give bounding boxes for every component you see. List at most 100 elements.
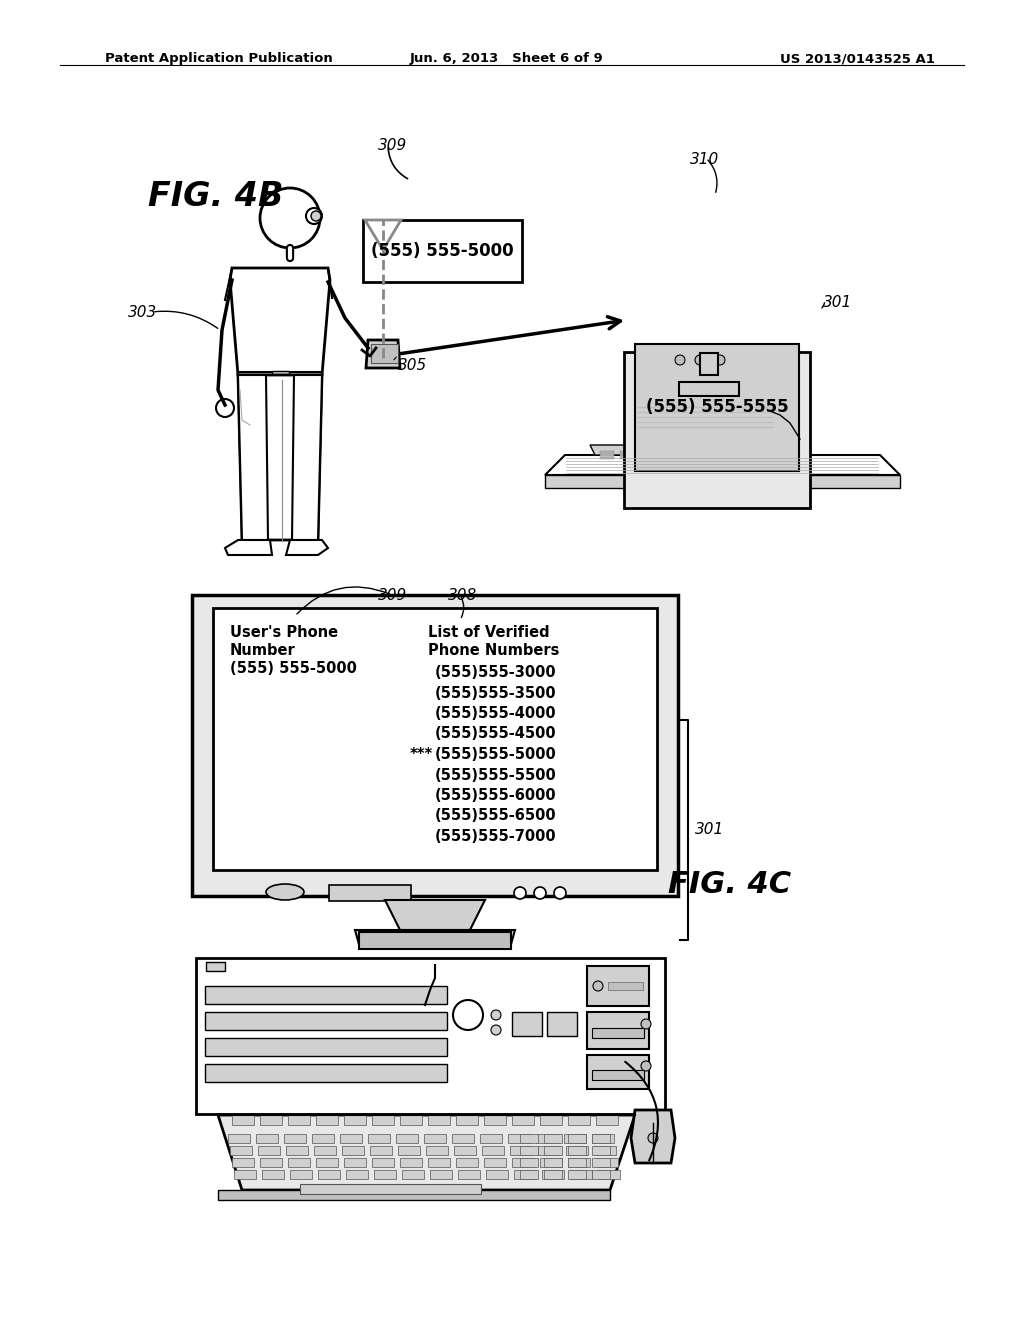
Text: 301: 301 [695,822,724,837]
FancyBboxPatch shape [483,1114,506,1125]
FancyBboxPatch shape [567,1158,587,1167]
Polygon shape [238,375,268,540]
FancyBboxPatch shape [720,454,734,455]
FancyBboxPatch shape [256,1134,279,1143]
FancyBboxPatch shape [260,1114,283,1125]
FancyBboxPatch shape [205,986,447,1005]
FancyBboxPatch shape [286,1146,308,1155]
Text: (555)555-6500: (555)555-6500 [435,808,557,824]
FancyBboxPatch shape [372,1114,394,1125]
Circle shape [490,1010,501,1020]
FancyBboxPatch shape [544,1134,562,1143]
FancyBboxPatch shape [481,1146,504,1155]
FancyBboxPatch shape [262,1170,285,1179]
Circle shape [593,981,603,991]
FancyBboxPatch shape [284,1134,306,1143]
FancyBboxPatch shape [587,1012,649,1049]
FancyBboxPatch shape [229,1146,252,1155]
Text: User's Phone: User's Phone [230,624,338,640]
FancyBboxPatch shape [512,1158,535,1167]
FancyBboxPatch shape [329,884,411,902]
Circle shape [311,211,321,220]
FancyBboxPatch shape [193,595,678,896]
FancyBboxPatch shape [520,1134,539,1143]
FancyBboxPatch shape [567,1134,587,1143]
Polygon shape [365,220,401,249]
FancyBboxPatch shape [596,1158,618,1167]
FancyBboxPatch shape [587,1055,649,1089]
FancyBboxPatch shape [231,1158,254,1167]
FancyBboxPatch shape [600,454,614,455]
FancyBboxPatch shape [720,457,734,459]
FancyBboxPatch shape [428,1114,451,1125]
FancyBboxPatch shape [399,1114,422,1125]
Text: Phone Numbers: Phone Numbers [428,643,559,657]
FancyBboxPatch shape [454,1146,476,1155]
FancyBboxPatch shape [205,1064,447,1082]
FancyBboxPatch shape [290,1170,312,1179]
FancyBboxPatch shape [196,958,665,1114]
FancyBboxPatch shape [592,1170,610,1179]
FancyBboxPatch shape [596,1114,618,1125]
FancyBboxPatch shape [213,609,657,870]
FancyBboxPatch shape [592,1146,610,1155]
Polygon shape [230,268,330,375]
FancyBboxPatch shape [600,451,614,453]
FancyBboxPatch shape [594,1146,616,1155]
FancyBboxPatch shape [640,454,654,455]
FancyBboxPatch shape [430,1170,453,1179]
Polygon shape [545,475,900,488]
Polygon shape [286,540,328,554]
FancyBboxPatch shape [592,1134,610,1143]
FancyBboxPatch shape [452,1134,474,1143]
FancyBboxPatch shape [567,1158,590,1167]
FancyBboxPatch shape [680,454,694,455]
Circle shape [648,1133,658,1143]
FancyBboxPatch shape [600,457,614,459]
FancyBboxPatch shape [720,451,734,453]
Text: (555)555-6000: (555)555-6000 [435,788,557,803]
FancyBboxPatch shape [640,457,654,459]
Polygon shape [631,1110,675,1163]
Text: Jun. 6, 2013   Sheet 6 of 9: Jun. 6, 2013 Sheet 6 of 9 [410,51,604,65]
Text: ***: *** [410,747,433,762]
FancyBboxPatch shape [508,1134,530,1143]
Circle shape [554,887,566,899]
Text: US 2013/0143525 A1: US 2013/0143525 A1 [780,51,935,65]
FancyBboxPatch shape [374,1170,396,1179]
Circle shape [641,1061,651,1071]
FancyBboxPatch shape [569,1170,592,1179]
FancyBboxPatch shape [456,1158,478,1167]
Text: Number: Number [230,643,296,657]
FancyBboxPatch shape [700,457,714,459]
FancyBboxPatch shape [370,1146,392,1155]
FancyBboxPatch shape [317,1170,340,1179]
Polygon shape [225,540,272,554]
FancyBboxPatch shape [426,1146,449,1155]
Polygon shape [292,375,322,540]
FancyBboxPatch shape [372,1158,394,1167]
FancyBboxPatch shape [512,1114,535,1125]
FancyBboxPatch shape [428,1158,451,1167]
FancyBboxPatch shape [680,457,694,459]
FancyBboxPatch shape [660,457,674,459]
FancyBboxPatch shape [271,371,289,381]
FancyBboxPatch shape [233,1170,256,1179]
FancyBboxPatch shape [542,1170,564,1179]
FancyBboxPatch shape [740,457,754,459]
Text: 303: 303 [128,305,158,319]
FancyBboxPatch shape [371,343,397,363]
Circle shape [534,887,546,899]
FancyBboxPatch shape [483,1158,506,1167]
FancyBboxPatch shape [740,454,754,455]
FancyBboxPatch shape [587,966,649,1006]
FancyBboxPatch shape [679,381,739,396]
FancyBboxPatch shape [424,1134,446,1143]
FancyBboxPatch shape [620,457,634,459]
FancyBboxPatch shape [205,1012,447,1030]
Text: FIG. 4C: FIG. 4C [668,870,792,899]
FancyBboxPatch shape [620,454,634,455]
Text: 308: 308 [449,587,477,603]
Circle shape [675,355,685,366]
Text: 309: 309 [378,587,408,603]
